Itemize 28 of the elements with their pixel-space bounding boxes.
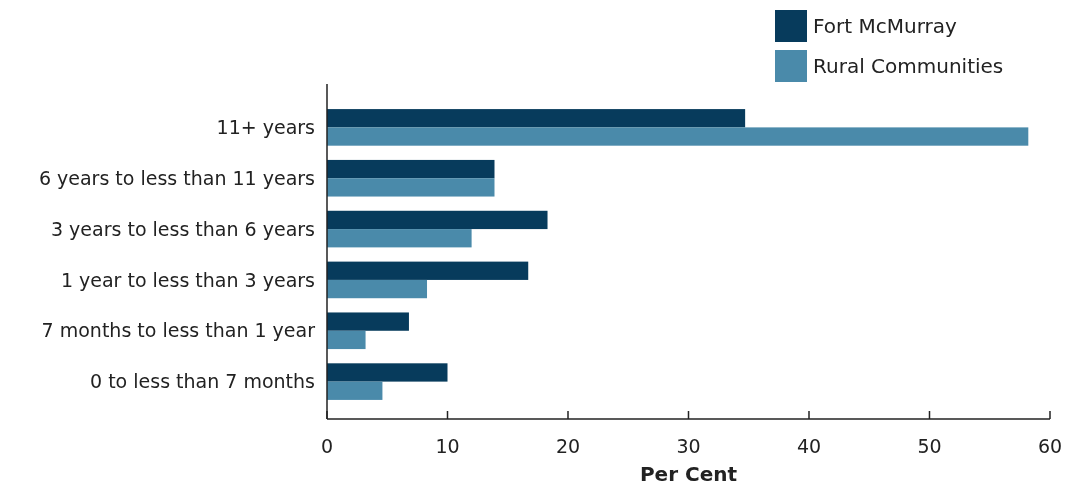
bar bbox=[327, 279, 428, 299]
y-tick-label: 7 months to less than 1 year bbox=[41, 319, 316, 342]
bar bbox=[327, 210, 548, 230]
bar bbox=[327, 363, 448, 382]
bar bbox=[327, 229, 472, 248]
x-tick-label: 0 bbox=[320, 435, 334, 457]
x-tick-label: 60 bbox=[1037, 435, 1063, 457]
x-tick-label: 10 bbox=[435, 435, 460, 457]
bar bbox=[327, 109, 746, 128]
y-tick-label: 1 year to less than 3 years bbox=[60, 268, 315, 291]
y-tick-label: 3 years to less than 6 years bbox=[50, 217, 315, 240]
legend-label: Rural Communities bbox=[813, 54, 1004, 78]
y-tick-label: 11+ years bbox=[216, 116, 315, 139]
bar bbox=[327, 127, 1029, 146]
x-tick-label: 50 bbox=[917, 435, 942, 457]
x-tick-label: 20 bbox=[555, 435, 581, 457]
legend-label: Fort McMurray bbox=[813, 14, 957, 38]
bar bbox=[327, 381, 383, 400]
bar bbox=[327, 178, 495, 197]
y-tick-label: 0 to less than 7 months bbox=[90, 370, 315, 393]
x-tick-label: 30 bbox=[676, 435, 701, 457]
bar bbox=[327, 159, 495, 179]
bar bbox=[327, 261, 529, 280]
y-tick-label: 6 years to less than 11 years bbox=[38, 166, 315, 189]
bar bbox=[327, 330, 366, 350]
x-tick-label: 40 bbox=[796, 435, 822, 457]
x-axis-title: Per Cent bbox=[639, 462, 738, 486]
bar bbox=[327, 312, 409, 331]
